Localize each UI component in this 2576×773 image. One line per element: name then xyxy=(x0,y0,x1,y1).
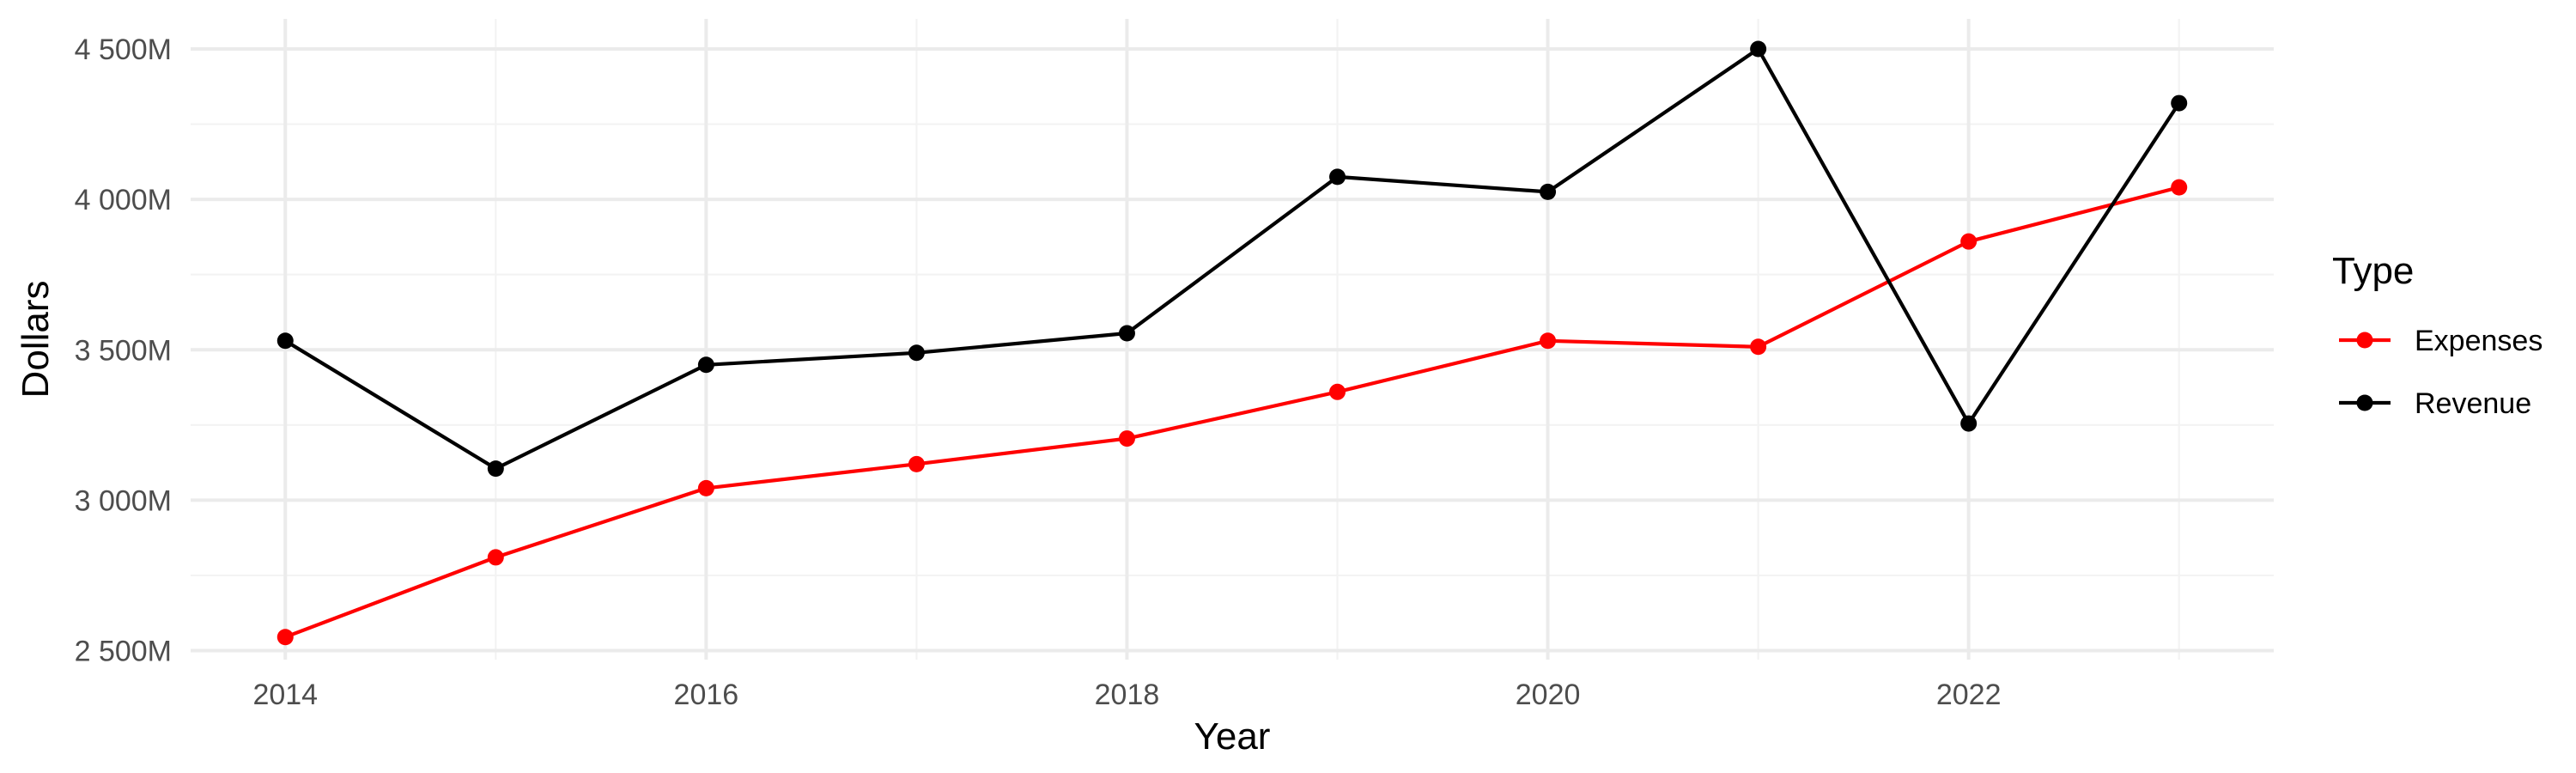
x-tick-label: 2018 xyxy=(1095,679,1160,711)
axes: Year Dollars 2014 2016 2018 2020 2022 2 500M 3… xyxy=(15,33,2001,758)
y-tick-label: 4 000M xyxy=(75,184,172,216)
x-tick-label: 2020 xyxy=(1516,679,1581,711)
data-point-expenses xyxy=(697,479,714,496)
data-point-revenue xyxy=(1750,40,1767,58)
y-tick-label: 3 500M xyxy=(75,334,172,367)
data-point-revenue xyxy=(1118,325,1135,342)
legend-key-point xyxy=(2356,332,2373,349)
data-point-expenses xyxy=(1960,233,1978,250)
data-point-expenses xyxy=(276,629,294,646)
data-point-revenue xyxy=(276,332,294,350)
grid xyxy=(191,19,2274,660)
legend-label: Expenses xyxy=(2415,325,2543,357)
data-point-revenue xyxy=(487,460,504,478)
data-point-expenses xyxy=(908,455,925,472)
data-point-revenue xyxy=(2171,94,2188,112)
legend-label: Revenue xyxy=(2415,387,2531,420)
y-axis-title: Dollars xyxy=(15,281,57,399)
data-point-revenue xyxy=(908,344,925,362)
x-tick-label: 2014 xyxy=(252,679,318,711)
data-point-revenue xyxy=(1960,415,1978,432)
data-point-expenses xyxy=(1750,338,1767,356)
data-point-expenses xyxy=(1540,332,1557,350)
y-tick-label: 4 500M xyxy=(75,33,172,66)
y-tick-label: 2 500M xyxy=(75,635,172,667)
y-tick-label: 3 000M xyxy=(75,484,172,517)
x-axis-title: Year xyxy=(1194,715,1271,758)
legend-title: Type xyxy=(2332,250,2414,292)
data-point-revenue xyxy=(1329,168,1346,186)
series-line-expenses xyxy=(284,186,2180,639)
data-point-revenue xyxy=(697,356,714,374)
legend: Type Expenses Revenue xyxy=(2332,250,2543,420)
data-point-expenses xyxy=(487,549,504,566)
data-point-expenses xyxy=(1118,430,1135,447)
x-tick-label: 2022 xyxy=(1936,679,2002,711)
x-tick-label: 2016 xyxy=(674,679,739,711)
series-layer xyxy=(276,40,2188,646)
data-point-revenue xyxy=(1540,183,1557,200)
data-point-expenses xyxy=(1329,383,1346,400)
series-line-revenue xyxy=(284,46,2181,471)
legend-key-point xyxy=(2356,394,2373,411)
data-point-expenses xyxy=(2171,179,2188,196)
